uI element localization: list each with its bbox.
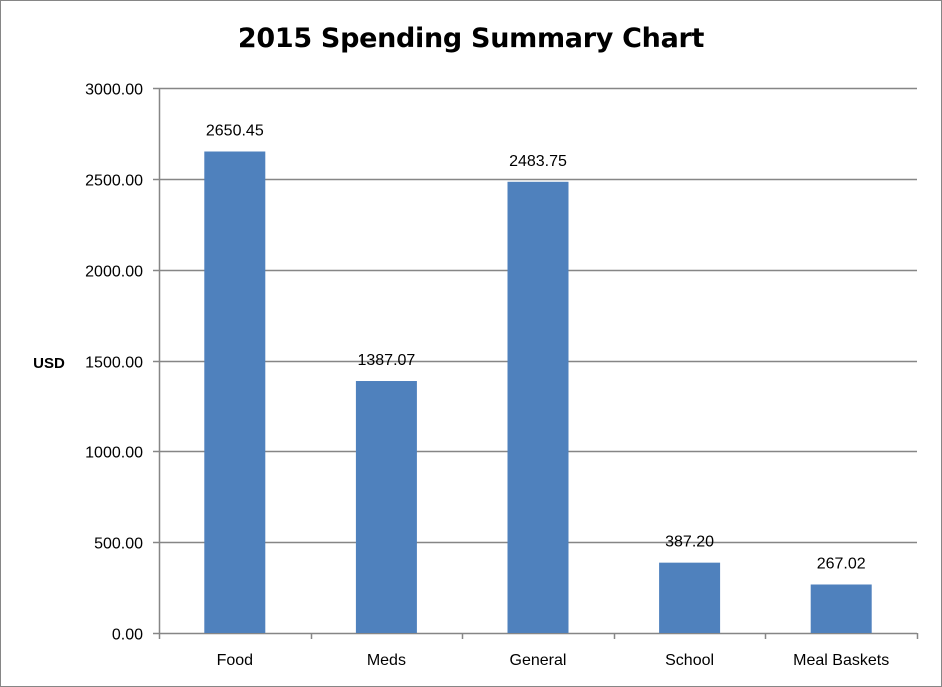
x-category-label: Food — [217, 652, 253, 669]
y-tick-label: 500.00 — [94, 536, 143, 553]
bars — [204, 151, 872, 634]
axes — [153, 87, 919, 639]
data-label: 387.20 — [665, 534, 714, 551]
y-tick-label: 1500.00 — [85, 355, 143, 372]
y-axis-title: USD — [33, 355, 65, 372]
bar-food — [204, 151, 266, 633]
x-category-label: School — [665, 652, 714, 669]
y-tick-label: 3000.00 — [85, 82, 143, 99]
x-category-label: Meds — [367, 652, 406, 669]
data-label: 267.02 — [817, 555, 866, 572]
y-tick-label: 2000.00 — [85, 264, 143, 281]
x-category-label: Meal Baskets — [793, 652, 889, 669]
y-tick-label: 0.00 — [112, 627, 143, 644]
y-tick-label: 1000.00 — [85, 445, 143, 462]
y-tick-label: 2500.00 — [85, 173, 143, 190]
data-label: 1387.07 — [357, 352, 415, 369]
bar-meds — [355, 381, 417, 633]
data-label: 2650.45 — [206, 123, 264, 140]
bar-school — [659, 562, 721, 633]
bar-meal-baskets — [810, 584, 872, 633]
chart-title: 2015 Spending Summary Chart — [237, 23, 705, 54]
bar-general — [507, 181, 569, 634]
labels: 0.00 500.00 1000.00 1500.00 2000.00 2500.00 30… — [85, 82, 889, 670]
x-category-label: General — [510, 652, 567, 669]
data-label: 2483.75 — [509, 153, 567, 170]
